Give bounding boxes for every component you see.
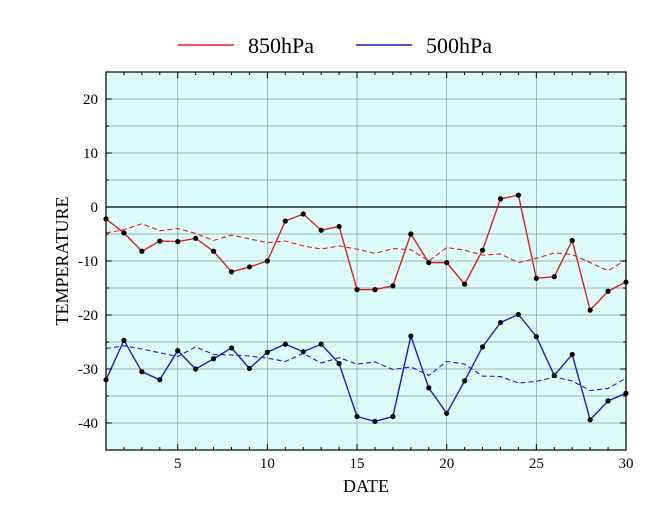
- data-point: [479, 344, 486, 350]
- x-tick-label: 25: [529, 456, 544, 472]
- data-point: [210, 248, 217, 254]
- data-point: [228, 345, 235, 351]
- data-point: [462, 378, 468, 384]
- data-point: [605, 288, 611, 294]
- data-point: [300, 349, 306, 355]
- data-point: [193, 366, 199, 372]
- data-point: [318, 227, 324, 233]
- data-point: [282, 218, 288, 224]
- series-2: [103, 311, 629, 424]
- data-point: [515, 192, 522, 198]
- data-point: [479, 247, 486, 253]
- data-point: [372, 287, 378, 293]
- x-axis-title: DATE: [343, 476, 389, 496]
- data-point: [408, 231, 414, 237]
- series-0: [103, 192, 629, 313]
- data-point: [444, 260, 450, 266]
- data-point: [551, 274, 557, 280]
- series-line: [105, 194, 627, 312]
- data-point: [408, 333, 414, 339]
- legend-label-1: 500hPa: [426, 33, 492, 58]
- data-point: [569, 237, 575, 244]
- y-tick-label: 10: [83, 146, 98, 162]
- y-tick-label: -30: [78, 362, 98, 378]
- data-point: [300, 211, 306, 217]
- data-point: [318, 341, 324, 347]
- data-point: [354, 287, 360, 293]
- series-3: [105, 345, 627, 392]
- data-point: [139, 369, 145, 375]
- data-point: [175, 348, 181, 354]
- data-point: [533, 275, 539, 281]
- y-tick-label: 0: [91, 200, 99, 216]
- data-point: [587, 307, 593, 313]
- data-point: [175, 238, 181, 245]
- x-tick-label: 5: [174, 456, 182, 472]
- data-point: [282, 341, 288, 347]
- data-point: [497, 196, 504, 202]
- data-point: [587, 417, 593, 423]
- legend-label-0: 850hPa: [248, 33, 314, 58]
- series-line-dashed: [105, 223, 627, 272]
- data-point: [444, 410, 450, 416]
- series-line: [105, 313, 627, 423]
- data-point: [426, 385, 432, 391]
- data-point: [121, 230, 127, 236]
- data-point: [139, 248, 145, 254]
- data-point: [497, 319, 504, 326]
- series-layer: [103, 192, 629, 424]
- series-1: [105, 223, 627, 272]
- x-tick-label: 15: [350, 456, 365, 472]
- legend: 850hPa 500hPa: [178, 33, 492, 58]
- series-line-dashed: [105, 345, 627, 392]
- y-tick-label: -20: [78, 308, 98, 324]
- data-point: [246, 365, 253, 372]
- data-point: [515, 311, 522, 318]
- data-point: [193, 235, 199, 241]
- data-point: [228, 269, 235, 275]
- y-tick-label: -40: [78, 416, 98, 432]
- data-point: [390, 283, 396, 289]
- data-point: [157, 377, 163, 383]
- data-point: [551, 372, 557, 379]
- y-tick-label: -10: [78, 254, 98, 270]
- data-point: [372, 418, 378, 424]
- axis-ticks: -40 -30 -20 -10 0 10 20 5 10 15 20 25 30: [78, 71, 634, 472]
- data-point: [462, 281, 468, 287]
- x-tick-label: 10: [260, 456, 275, 472]
- grid-lines: [106, 71, 626, 451]
- y-axis-title: TEMPERATURE: [52, 196, 72, 325]
- data-point: [336, 223, 342, 230]
- data-point: [569, 351, 575, 358]
- data-point: [336, 361, 342, 367]
- data-point: [354, 413, 360, 420]
- x-tick-label: 20: [439, 456, 454, 472]
- data-point: [157, 238, 163, 244]
- data-point: [605, 398, 611, 404]
- data-point: [264, 258, 270, 264]
- data-point: [121, 337, 127, 343]
- x-tick-label: 30: [619, 456, 634, 472]
- data-point: [210, 356, 217, 362]
- y-tick-label: 20: [83, 92, 98, 108]
- data-point: [246, 264, 253, 270]
- data-point: [426, 260, 432, 266]
- data-point: [390, 413, 396, 420]
- data-point: [264, 349, 270, 355]
- data-point: [533, 334, 539, 340]
